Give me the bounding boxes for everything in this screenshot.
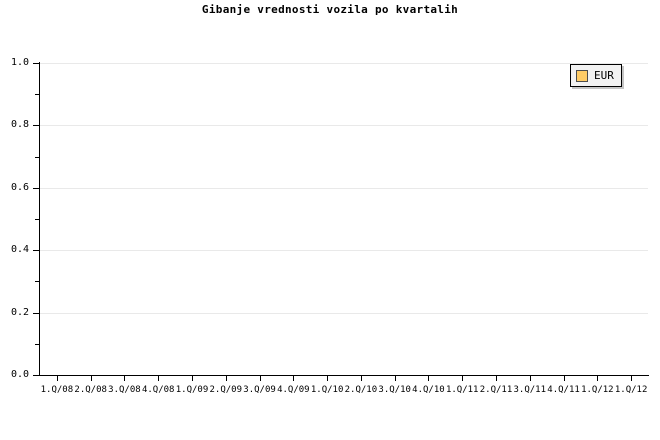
x-axis-label: 2.Q/09 <box>209 385 243 395</box>
plot-area <box>40 63 648 376</box>
x-axis-label: 1.Q/12 <box>581 385 614 395</box>
x-axis-tick <box>428 376 429 381</box>
x-axis-tick <box>57 376 58 381</box>
x-axis-tick <box>158 376 159 381</box>
x-axis-tick <box>192 376 193 381</box>
x-axis-tick <box>260 376 261 381</box>
y-axis-tick <box>33 312 39 314</box>
x-axis-label: 4.Q/08 <box>141 385 175 395</box>
gridline <box>40 187 648 189</box>
x-axis-tick <box>91 376 92 381</box>
y-axis-tick <box>33 250 39 252</box>
y-axis-line <box>39 62 40 376</box>
x-axis-tick <box>496 376 497 381</box>
y-axis-tick <box>33 375 39 376</box>
y-axis-minor-tick <box>35 281 39 283</box>
gridline <box>40 125 648 127</box>
x-axis-tick <box>462 376 463 381</box>
x-axis-tick <box>530 376 531 381</box>
x-axis-tick <box>631 376 632 381</box>
gridline <box>40 312 648 314</box>
y-axis-minor-tick <box>35 343 39 345</box>
x-axis-tick <box>124 376 125 381</box>
x-axis-tick <box>597 376 598 381</box>
x-axis-label: 3.Q/11 <box>513 385 547 395</box>
y-axis-label: 0.2 <box>10 306 29 318</box>
y-axis-label: 1.0 <box>10 57 29 68</box>
x-axis-tick <box>293 376 294 381</box>
x-axis-label: 4.Q/09 <box>277 385 310 395</box>
y-axis-tick <box>33 63 39 64</box>
x-axis-label: 4.Q/10 <box>412 385 445 395</box>
y-axis-label: 0.8 <box>10 119 29 131</box>
x-axis-tick <box>327 376 328 381</box>
y-axis-label: 0.0 <box>10 369 29 380</box>
chart-title: Gibanje vrednosti vozila po kvartalih <box>201 3 459 16</box>
x-axis-label: 3.Q/08 <box>108 385 141 395</box>
x-axis-label: 4.Q/11 <box>547 385 580 395</box>
x-axis-line <box>39 375 649 376</box>
y-axis-label: 0.6 <box>10 181 29 193</box>
y-axis-minor-tick <box>35 156 39 158</box>
x-axis-label: 2.Q/08 <box>74 385 107 395</box>
x-axis-tick <box>564 376 565 381</box>
y-axis-minor-tick <box>35 219 39 220</box>
legend-label-eur: EUR <box>594 68 614 82</box>
y-axis-minor-tick <box>35 94 39 96</box>
x-axis-label: 1.Q/12 <box>614 385 648 395</box>
gridline <box>40 63 648 64</box>
x-axis-label: 1.Q/08 <box>40 385 74 395</box>
x-axis-label: 3.Q/09 <box>243 385 276 395</box>
x-axis-label: 2.Q/11 <box>479 385 513 395</box>
x-axis-tick <box>226 376 227 381</box>
x-axis-label: 1.Q/09 <box>175 385 209 395</box>
y-axis-tick <box>33 125 39 127</box>
y-axis-label: 0.4 <box>10 244 29 256</box>
x-axis-tick <box>361 376 362 381</box>
x-axis-label: 3.Q/10 <box>378 385 411 395</box>
x-axis-label: 1.Q/11 <box>445 385 479 395</box>
legend-swatch-eur <box>576 69 588 82</box>
chart-legend[interactable]: EUR <box>570 64 622 87</box>
x-axis-tick <box>395 376 396 381</box>
y-axis-tick <box>33 187 39 189</box>
x-axis-label: 2.Q/10 <box>344 385 378 395</box>
series-layer <box>40 63 648 375</box>
x-axis-label: 1.Q/10 <box>310 385 344 395</box>
gridline <box>40 250 648 252</box>
